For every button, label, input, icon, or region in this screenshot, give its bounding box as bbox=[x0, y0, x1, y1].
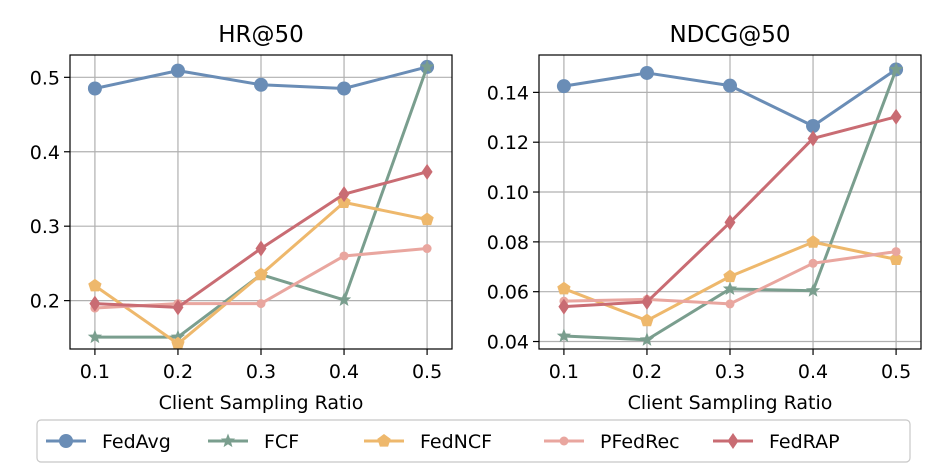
data-point-fedavg bbox=[254, 77, 268, 92]
series-fedavg bbox=[556, 62, 904, 134]
y-tick-label: 0.06 bbox=[487, 282, 529, 304]
data-point-fedavg bbox=[170, 63, 185, 78]
series-layer bbox=[87, 59, 435, 350]
data-point-fedncf bbox=[806, 235, 820, 248]
legend-marker-fcf bbox=[220, 433, 236, 448]
y-tick-label: 0.5 bbox=[30, 67, 60, 89]
grid bbox=[539, 55, 921, 349]
y-tick-label: 0.4 bbox=[30, 142, 60, 164]
y-tick-label: 0.10 bbox=[487, 182, 529, 204]
legend-marker-fedrap bbox=[727, 433, 739, 449]
data-point-fedncf bbox=[723, 269, 737, 283]
series-fedrap bbox=[558, 108, 902, 315]
chart-title: HR@50 bbox=[218, 22, 304, 48]
data-point-fedavg bbox=[337, 81, 352, 96]
ticks: 0.1 0.2 0.3 0.4 0.5 0.04 0.06 0.08 0.10 0.12 0.14 bbox=[487, 82, 912, 383]
x-axis-label: Client Sampling Ratio bbox=[159, 392, 364, 414]
series-fcf bbox=[556, 61, 904, 346]
series-layer bbox=[556, 61, 904, 346]
data-point-pfedrec bbox=[891, 247, 901, 257]
legend-label-fedavg: FedAvg bbox=[102, 431, 171, 453]
data-point-fcf bbox=[556, 328, 572, 343]
x-tick-label: 0.4 bbox=[798, 361, 828, 383]
data-point-fcf bbox=[336, 292, 352, 306]
x-tick-label: 0.3 bbox=[715, 361, 745, 383]
data-point-fcf bbox=[888, 61, 904, 76]
y-tick-label: 0.2 bbox=[30, 291, 60, 313]
data-point-fedrap bbox=[172, 299, 184, 316]
legend-item-pfedrec: PFedRec bbox=[544, 431, 680, 453]
data-point-fedrap bbox=[890, 108, 902, 125]
data-point-fedrap bbox=[558, 298, 570, 315]
series-fedncf bbox=[88, 195, 434, 350]
legend-item-fedavg: FedAvg bbox=[46, 431, 171, 453]
y-tick-label: 0.14 bbox=[487, 82, 529, 104]
data-point-fedncf bbox=[88, 278, 102, 292]
data-point-fedavg bbox=[556, 79, 571, 94]
series-fedncf bbox=[557, 235, 903, 327]
data-point-fedrap bbox=[724, 214, 736, 231]
y-tick-label: 0.12 bbox=[487, 132, 529, 154]
x-tick-label: 0.2 bbox=[632, 361, 662, 383]
data-point-fedrap bbox=[421, 163, 433, 180]
data-point-fedrap bbox=[255, 240, 267, 257]
data-point-fedavg bbox=[806, 119, 821, 134]
data-point-fedrap bbox=[338, 186, 350, 203]
data-point-pfedrec bbox=[808, 258, 818, 268]
data-point-fcf bbox=[419, 59, 435, 73]
data-point-fcf bbox=[639, 332, 655, 346]
legend-label-fedrap: FedRAP bbox=[769, 431, 840, 453]
x-tick-label: 0.5 bbox=[412, 361, 442, 383]
legend-label-fcf: FCF bbox=[264, 431, 299, 453]
data-point-fedncf bbox=[171, 336, 185, 350]
legend-item-fedrap: FedRAP bbox=[713, 431, 840, 453]
legend-item-fcf: FCF bbox=[208, 431, 299, 453]
y-tick-label: 0.04 bbox=[487, 332, 529, 354]
data-point-fedavg bbox=[87, 81, 102, 96]
y-tick-label: 0.08 bbox=[487, 232, 529, 254]
data-point-fedrap bbox=[807, 130, 819, 147]
data-point-fedncf bbox=[889, 252, 903, 265]
legend-marker-pfedrec bbox=[559, 436, 569, 446]
x-tick-label: 0.1 bbox=[80, 361, 110, 383]
data-point-fedncf bbox=[254, 267, 268, 281]
data-point-fedrap bbox=[89, 295, 101, 312]
data-point-fedrap bbox=[641, 293, 653, 310]
data-point-pfedrec bbox=[339, 251, 349, 261]
data-point-fedncf bbox=[557, 281, 571, 295]
chart-title: NDCG@50 bbox=[669, 22, 790, 48]
data-point-fcf bbox=[805, 283, 821, 297]
legend-box bbox=[36, 419, 911, 463]
x-tick-label: 0.5 bbox=[881, 361, 911, 383]
data-point-pfedrec bbox=[256, 299, 266, 309]
data-point-fcf bbox=[170, 329, 186, 344]
data-point-pfedrec bbox=[725, 299, 735, 309]
legend-item-fedncf: FedNCF bbox=[364, 431, 492, 453]
x-tick-label: 0.3 bbox=[246, 361, 276, 383]
x-tick-label: 0.4 bbox=[329, 361, 359, 383]
chart-ndcg50: NDCG@50 0.1 0.2 0.3 0.4 0.50.040.060.080.100… bbox=[487, 22, 922, 414]
series-fedavg bbox=[87, 59, 435, 96]
x-axis-label: Client Sampling Ratio bbox=[628, 392, 833, 414]
legend-label-pfedrec: PFedRec bbox=[600, 431, 680, 453]
ticks: 0.1 0.2 0.3 0.4 0.5 0.2 0.3 0.4 0.5 bbox=[30, 67, 442, 383]
data-point-fcf bbox=[87, 329, 103, 344]
data-point-pfedrec bbox=[422, 244, 432, 254]
legend-marker-fedncf bbox=[377, 434, 391, 447]
data-point-fedavg bbox=[639, 65, 654, 80]
legend: FedAvg FCF FedNCF PFedRec FedRAP bbox=[36, 419, 911, 463]
data-point-fcf bbox=[722, 281, 738, 296]
data-point-fedncf bbox=[640, 313, 654, 327]
series-fedrap bbox=[89, 163, 433, 316]
legend-marker-fedavg bbox=[59, 434, 73, 448]
y-tick-label: 0.3 bbox=[30, 216, 60, 238]
data-point-fedavg bbox=[723, 78, 737, 93]
data-point-fedncf bbox=[420, 212, 434, 226]
x-tick-label: 0.1 bbox=[549, 361, 579, 383]
legend-label-fedncf: FedNCF bbox=[420, 431, 492, 453]
x-tick-label: 0.2 bbox=[163, 361, 193, 383]
chart-hr50: HR@50 0.1 0.2 0.3 0.4 0.5 0.2 0.3 0.4 0.5 Client… bbox=[30, 22, 453, 414]
